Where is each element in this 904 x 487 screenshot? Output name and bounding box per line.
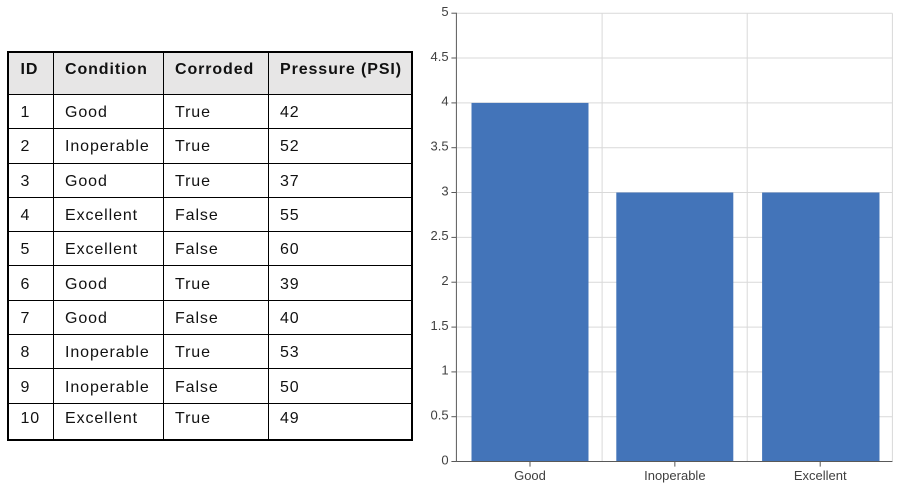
svg-text:3: 3 bbox=[441, 183, 448, 198]
svg-text:4.5: 4.5 bbox=[431, 49, 449, 64]
svg-text:Inoperable: Inoperable bbox=[644, 468, 705, 483]
svg-text:1: 1 bbox=[441, 363, 448, 378]
svg-text:0.5: 0.5 bbox=[431, 408, 449, 423]
svg-text:4: 4 bbox=[441, 94, 448, 109]
svg-text:Good: Good bbox=[514, 468, 546, 483]
svg-text:Excellent: Excellent bbox=[794, 468, 847, 483]
svg-text:2.5: 2.5 bbox=[431, 228, 449, 243]
svg-text:0: 0 bbox=[441, 452, 448, 467]
svg-text:5: 5 bbox=[441, 4, 448, 19]
svg-text:1.5: 1.5 bbox=[431, 318, 449, 333]
svg-text:3.5: 3.5 bbox=[431, 139, 449, 154]
svg-text:2: 2 bbox=[441, 273, 448, 288]
